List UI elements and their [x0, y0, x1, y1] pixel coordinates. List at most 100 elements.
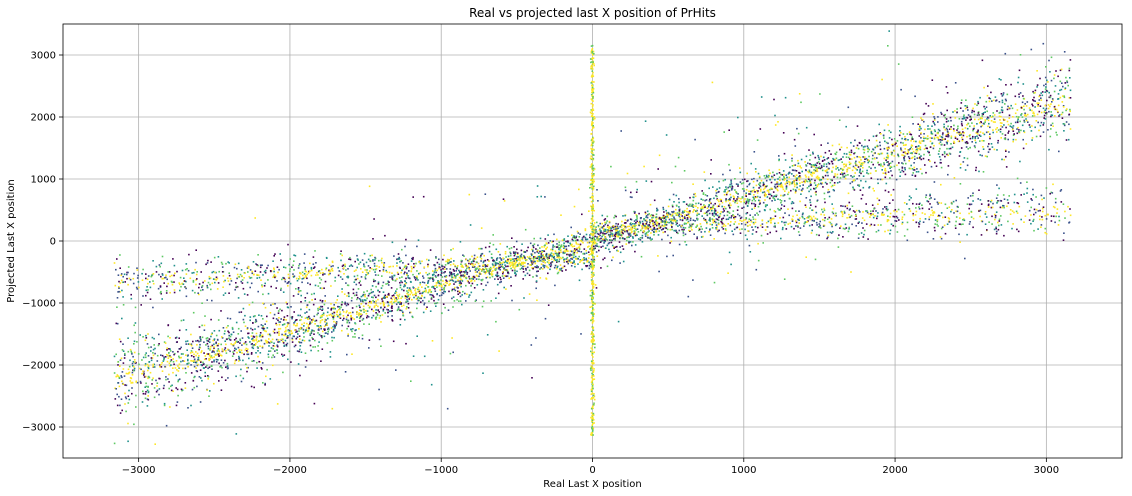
scatter-point [622, 229, 624, 231]
scatter-point [860, 172, 862, 175]
scatter-point [241, 275, 243, 277]
scatter-point [474, 300, 477, 302]
scatter-point [149, 371, 152, 374]
scatter-point [529, 255, 531, 258]
scatter-point [234, 360, 237, 362]
scatter-point [271, 338, 274, 341]
scatter-point [598, 229, 601, 232]
scatter-point [341, 278, 344, 280]
scatter-point [653, 221, 656, 224]
scatter-point [1055, 131, 1057, 134]
scatter-point [468, 277, 471, 280]
scatter-point [332, 307, 335, 310]
scatter-point [512, 251, 515, 253]
scatter-point [172, 371, 174, 374]
scatter-point [315, 319, 318, 322]
scatter-point [807, 162, 809, 165]
scatter-point [620, 230, 623, 233]
scatter-point [453, 288, 455, 290]
scatter-point [369, 292, 372, 294]
scatter-point [144, 397, 147, 400]
scatter-point [922, 157, 925, 160]
scatter-point [671, 215, 674, 217]
scatter-point [272, 354, 274, 356]
scatter-point [125, 372, 128, 375]
scatter-point [299, 348, 301, 351]
scatter-point [578, 248, 581, 250]
scatter-point [629, 241, 632, 243]
scatter-point [420, 301, 422, 303]
scatter-point [264, 339, 267, 342]
scatter-point [902, 154, 905, 157]
scatter-point [721, 218, 723, 220]
scatter-point [558, 260, 560, 263]
scatter-point [897, 155, 900, 158]
scatter-point [480, 254, 482, 257]
scatter-point [802, 184, 804, 186]
scatter-point [999, 128, 1002, 131]
scatter-point [1031, 137, 1034, 139]
scatter-point [455, 275, 457, 278]
scatter-point [754, 196, 757, 198]
scatter-point [915, 152, 918, 155]
scatter-point [458, 276, 461, 279]
scatter-point [1032, 90, 1034, 93]
scatter-point [458, 284, 461, 287]
scatter-point [304, 300, 307, 302]
scatter-point [981, 115, 984, 117]
scatter-point [1025, 105, 1028, 107]
scatter-point [776, 172, 778, 175]
scatter-point [665, 227, 668, 229]
scatter-point [866, 172, 868, 174]
scatter-point [201, 286, 203, 289]
scatter-point [1069, 128, 1072, 130]
scatter-point [490, 256, 493, 259]
scatter-point [162, 277, 165, 280]
scatter-point [911, 174, 914, 176]
scatter-point [205, 344, 207, 346]
scatter-point [1020, 113, 1023, 115]
scatter-point [586, 238, 589, 241]
scatter-point [377, 305, 379, 308]
scatter-point [694, 192, 696, 195]
scatter-point [307, 318, 309, 320]
scatter-point [133, 351, 136, 354]
scatter-point [341, 324, 343, 327]
scatter-point [147, 346, 150, 349]
scatter-point [414, 279, 417, 281]
scatter-point [1006, 108, 1009, 111]
scatter-point [311, 336, 313, 339]
scatter-point [476, 267, 478, 270]
scatter-point [831, 144, 834, 147]
scatter-point [347, 335, 349, 337]
scatter-point [554, 264, 557, 267]
scatter-point [195, 370, 198, 372]
scatter-point [1053, 74, 1056, 76]
scatter-point [144, 364, 147, 367]
scatter-point [626, 239, 628, 242]
scatter-point [859, 189, 862, 191]
scatter-point [313, 266, 316, 268]
scatter-point [746, 172, 748, 175]
scatter-point [298, 263, 301, 265]
scatter-point [452, 306, 454, 308]
scatter-point [327, 330, 329, 333]
scatter-point [207, 367, 209, 370]
scatter-point [817, 154, 819, 157]
scatter-point [562, 256, 564, 259]
scatter-point [337, 305, 339, 308]
scatter-point [845, 163, 848, 166]
scatter-point [246, 367, 248, 369]
scatter-point [544, 244, 546, 246]
scatter-point [154, 352, 156, 355]
scatter-point [307, 330, 309, 333]
scatter-point [754, 200, 757, 202]
scatter-point [246, 328, 249, 330]
scatter-point [283, 266, 285, 268]
scatter-point [256, 367, 258, 369]
scatter-point [563, 244, 565, 247]
scatter-point [751, 202, 753, 205]
scatter-point [535, 281, 538, 283]
scatter-point [418, 289, 421, 291]
scatter-point [636, 220, 638, 223]
